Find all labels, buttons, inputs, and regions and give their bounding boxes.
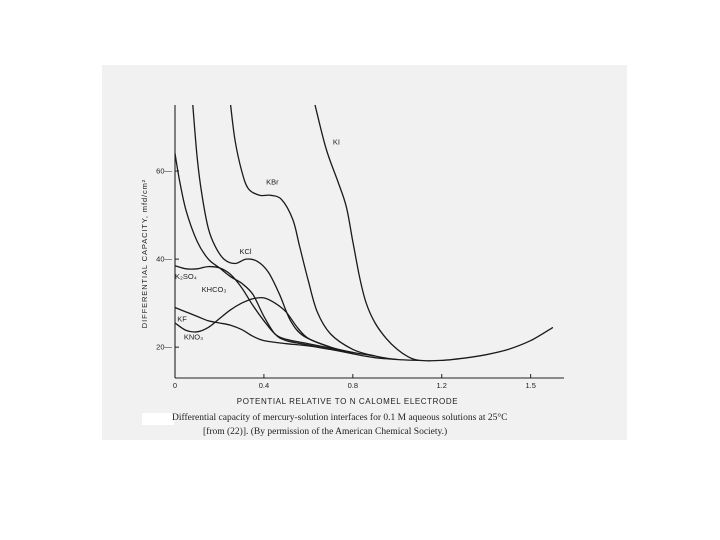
- capacity-chart: 0 0.4 0.8 1.2 1.5 20— 40— 60— POTENTIAL RELATIVE…: [140, 104, 564, 406]
- curve-1: [229, 104, 420, 362]
- series-label-1: KBr: [266, 177, 279, 186]
- y-tick-label-2: 60—: [156, 167, 172, 176]
- series-label-3: K₂SO₄: [175, 272, 197, 281]
- curve-6: [174, 306, 353, 354]
- series-label-4: KHCO₃: [202, 285, 227, 294]
- y-tick-label-1: 40—: [156, 255, 172, 264]
- figure-caption-line-2: [from (22)]. (By permission of the Ameri…: [203, 427, 448, 437]
- chart-axes: 0 0.4 0.8 1.2 1.5 20— 40— 60— POTENTIAL RELATIVE…: [140, 105, 564, 406]
- chart-curves: [174, 104, 554, 362]
- x-tick-label-3: 1.2: [437, 381, 447, 390]
- x-tick-label-2: 0.8: [348, 381, 358, 390]
- series-label-0: KI: [333, 138, 340, 147]
- curve-5: [174, 296, 376, 357]
- curve-2: [192, 104, 398, 361]
- x-axis-label: POTENTIAL RELATIVE TO N CALOMEL ELECTROD…: [237, 397, 458, 406]
- x-tick-label-1: 0.4: [259, 381, 269, 390]
- scanned-figure: 0 0.4 0.8 1.2 1.5 20— 40— 60— POTENTIAL RELATIVE…: [102, 65, 627, 440]
- curve-0: [314, 104, 554, 362]
- caption-redaction: [142, 413, 174, 425]
- chart-labels: KI KBr KCl K₂SO₄ KHCO₃ KF KNO₃: [175, 138, 340, 342]
- x-tick-label-4: 1.5: [525, 381, 535, 390]
- y-axis-label: DIFFERENTIAL CAPACITY, mfd/cm²: [140, 179, 149, 328]
- curve-4: [174, 265, 353, 354]
- figure-caption-line-1: Differential capacity of mercury-solutio…: [172, 413, 508, 423]
- series-label-5: KF: [177, 315, 187, 324]
- curve-3: [174, 153, 353, 355]
- y-tick-label-0: 20—: [156, 343, 172, 352]
- x-tick-label-0: 0: [173, 381, 177, 390]
- series-label-6: KNO₃: [184, 332, 203, 341]
- series-label-2: KCl: [239, 247, 251, 256]
